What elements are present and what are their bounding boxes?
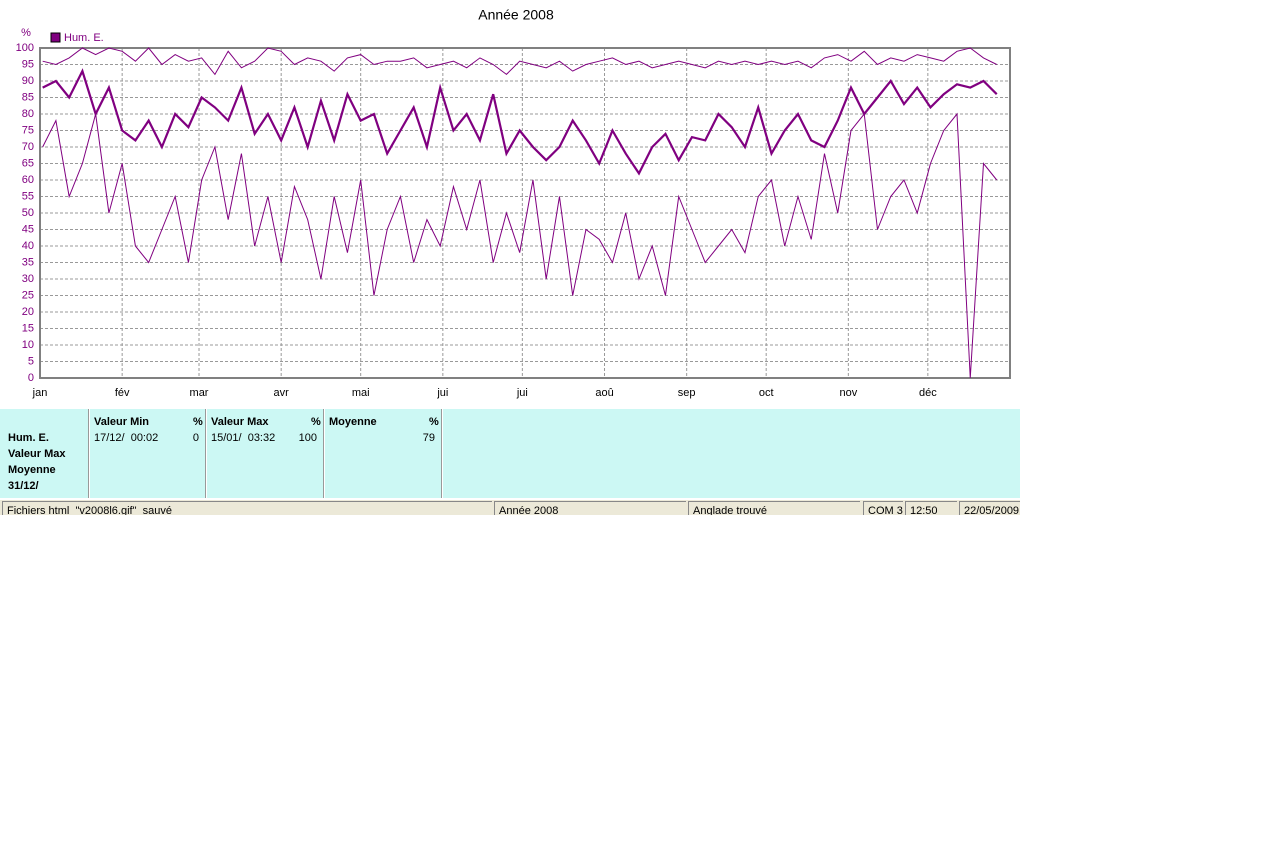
chart-title: Année 2008 xyxy=(478,7,554,23)
chart: Année 2008 % 0 5 10 15 20 25 30 35 40 45 50 55 60 65 7… xyxy=(16,7,1011,399)
status-cell: Anglade trouvé xyxy=(688,501,860,515)
status-cell: Fichiers html "v2008l6.gif" sauvé xyxy=(2,501,492,515)
status-cell: Année 2008 xyxy=(494,501,686,515)
column-header: Moyenne xyxy=(329,416,377,428)
column-value: 79 xyxy=(422,432,435,444)
y-tick-label: 70 xyxy=(22,141,34,153)
y-tick-label: 55 xyxy=(22,190,34,202)
column-unit: % xyxy=(429,416,439,428)
x-tick-label: oct xyxy=(759,387,774,399)
y-tick-label: 25 xyxy=(22,289,34,301)
plot-frame xyxy=(39,47,1011,379)
legend-label: Hum. E. xyxy=(64,32,104,44)
column-separator xyxy=(323,409,325,498)
y-tick-label: 75 xyxy=(22,124,34,136)
y-tick-label: 65 xyxy=(22,157,34,169)
y-tick-label: 20 xyxy=(22,306,34,318)
x-tick-label: déc xyxy=(919,387,937,399)
column-separator xyxy=(441,409,443,498)
y-tick-label: 100 xyxy=(16,42,34,54)
x-tick-label: mar xyxy=(190,387,209,399)
column-header: Valeur Min xyxy=(94,416,150,428)
status-bar: Fichiers html "v2008l6.gif" sauvé Année 2… xyxy=(0,500,1020,515)
row-label: Moyenne xyxy=(8,464,56,476)
column-value: 100 xyxy=(298,432,317,444)
x-tick-label: avr xyxy=(274,387,290,399)
y-tick-label: 40 xyxy=(22,240,34,252)
x-tick-label: jan xyxy=(32,387,48,399)
x-tick-label: mai xyxy=(352,387,370,399)
x-tick-label: aoû xyxy=(595,387,613,399)
column-header: Valeur Max xyxy=(211,416,269,428)
y-tick-label: 80 xyxy=(22,108,34,120)
y-tick-label: 10 xyxy=(22,339,34,351)
row-label: Hum. E. xyxy=(8,432,49,444)
series-line xyxy=(42,68,998,176)
stats-panel: Hum. E. Valeur Max Moyenne 31/12/Valeur Min… xyxy=(0,409,1020,498)
legend-swatch xyxy=(50,32,61,43)
column-separator xyxy=(88,409,90,498)
row-label: 31/12/ xyxy=(8,480,39,492)
y-tick-label: 95 xyxy=(22,58,34,70)
column-unit: % xyxy=(193,416,203,428)
y-tick-label: 5 xyxy=(28,355,34,367)
x-tick-label: fév xyxy=(115,387,130,399)
y-tick-label: 60 xyxy=(22,174,34,186)
series-line xyxy=(42,47,997,76)
series-line xyxy=(42,112,998,379)
y-tick-label: 85 xyxy=(22,91,34,103)
y-unit: % xyxy=(21,27,31,39)
y-tick-label: 90 xyxy=(22,75,34,87)
x-tick-label: sep xyxy=(678,387,696,399)
column-value: 0 xyxy=(192,432,199,444)
status-cell: COM 3 xyxy=(863,501,903,515)
y-tick-label: 35 xyxy=(22,256,34,268)
x-tick-label: jui xyxy=(516,387,528,399)
column-date: 17/12/ 00:02 xyxy=(94,432,159,444)
y-tick-label: 0 xyxy=(28,372,34,384)
y-tick-label: 15 xyxy=(22,322,34,334)
x-tick-label: jui xyxy=(436,387,448,399)
x-tick-label: nov xyxy=(839,387,857,399)
y-tick-label: 50 xyxy=(22,207,34,219)
status-cell: 22/05/2009 xyxy=(959,501,1020,515)
column-separator xyxy=(205,409,207,498)
y-tick-label: 30 xyxy=(22,273,34,285)
row-label: Valeur Max xyxy=(8,448,66,460)
y-tick-label: 45 xyxy=(22,223,34,235)
column-unit: % xyxy=(311,416,321,428)
column-date: 15/01/ 03:32 xyxy=(211,432,276,444)
status-cell: 12:50 xyxy=(905,501,957,515)
